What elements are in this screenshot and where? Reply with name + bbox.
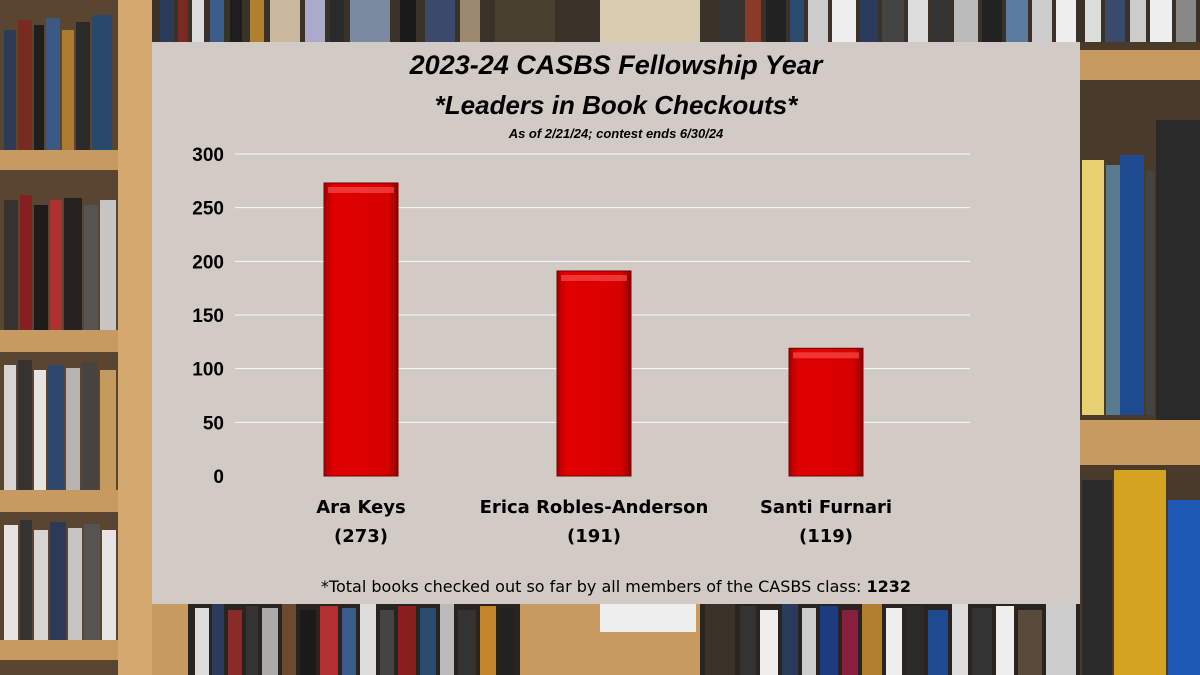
x-category-label: Santi Furnari (760, 497, 892, 518)
y-tick-label: 50 (203, 413, 224, 434)
x-category-label: Ara Keys (316, 497, 406, 518)
left-shelf (0, 0, 152, 675)
chart-title: 2023-24 CASBS Fellowship Year (409, 50, 823, 80)
y-tick-label: 300 (192, 145, 224, 166)
top-shelf-books (152, 0, 1080, 42)
y-tick-label: 150 (192, 306, 224, 327)
x-value-label: (119) (799, 526, 853, 547)
y-tick-label: 100 (192, 360, 224, 381)
bar-highlight (328, 186, 394, 193)
x-category-label: Erica Robles-Anderson (480, 497, 709, 518)
y-tick-label: 250 (192, 199, 224, 220)
bar (323, 182, 399, 477)
right-shelf (1080, 0, 1200, 675)
footnote-total: 1232 (866, 577, 912, 596)
chart-subtitle: *Leaders in Book Checkouts* (434, 90, 798, 120)
bar (556, 270, 632, 477)
chart-note: As of 2/21/24; contest ends 6/30/24 (508, 126, 724, 141)
y-tick-label: 200 (192, 252, 224, 273)
y-tick-label: 0 (213, 467, 224, 488)
bottom-shelf-books (152, 604, 1080, 675)
bar-highlight (793, 352, 859, 359)
bar (788, 347, 864, 477)
bar-highlight (561, 274, 627, 281)
footnote: *Total books checked out so far by all m… (152, 577, 1080, 596)
x-value-label: (191) (567, 526, 621, 547)
x-value-label: (273) (334, 526, 388, 547)
footnote-text: *Total books checked out so far by all m… (320, 577, 867, 596)
